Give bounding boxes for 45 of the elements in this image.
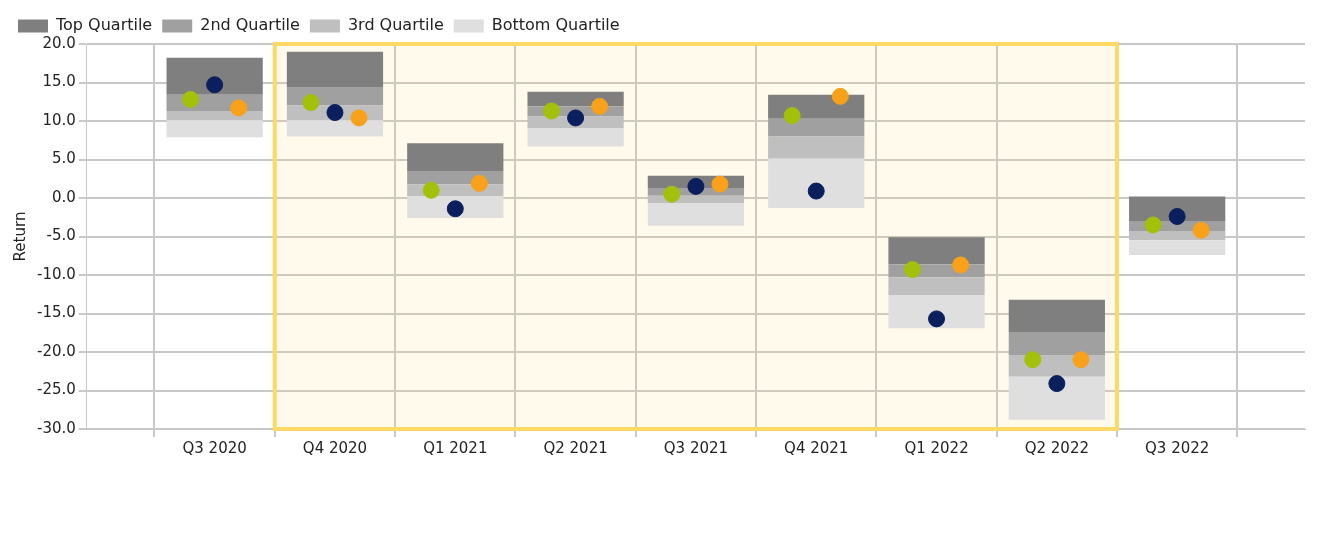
legend-label: Top Quartile xyxy=(55,15,153,35)
y-tick-label: -20.0 xyxy=(37,341,76,360)
bar xyxy=(166,57,263,95)
bar xyxy=(527,127,624,147)
bar xyxy=(166,110,263,121)
y-tick-label: 5.0 xyxy=(51,149,76,168)
bar xyxy=(1008,331,1105,356)
x-tick-label: Q1 2021 xyxy=(423,438,488,457)
legend-label: 2nd Quartile xyxy=(200,15,300,35)
y-tick-label: 20.0 xyxy=(42,33,76,52)
y-tick-label: 10.0 xyxy=(42,110,76,129)
bar xyxy=(286,51,384,88)
y-axis-title: Return xyxy=(10,211,29,262)
y-tick-label: -10.0 xyxy=(37,264,76,283)
bar xyxy=(286,120,384,137)
x-tick-label: Q4 2021 xyxy=(784,438,849,457)
legend-label: 3rd Quartile xyxy=(347,15,444,35)
x-tick-label: Q1 2022 xyxy=(904,438,969,457)
bar xyxy=(647,203,745,226)
y-tick-label: -5.0 xyxy=(46,226,76,245)
y-tick-label: -25.0 xyxy=(37,380,76,399)
bar xyxy=(407,143,504,172)
y-tick-label: -15.0 xyxy=(37,303,76,322)
bar xyxy=(1008,299,1105,332)
x-tick-label: Q3 2021 xyxy=(663,438,729,457)
x-tick-label: Q4 2020 xyxy=(302,438,368,457)
bar xyxy=(768,136,865,159)
y-tick-label: 0.0 xyxy=(51,187,76,206)
x-tick-label: Q3 2022 xyxy=(1145,438,1210,457)
bar xyxy=(888,295,985,329)
bar xyxy=(286,87,384,106)
bar xyxy=(1008,376,1105,420)
bar xyxy=(888,277,985,296)
x-tick-label: Q2 2022 xyxy=(1024,438,1089,457)
y-tick-label: 15.0 xyxy=(42,72,76,91)
y-tick-label: -30.0 xyxy=(37,418,76,437)
x-tick-label: Q3 2020 xyxy=(182,438,247,457)
bar xyxy=(768,158,865,209)
bar xyxy=(1129,196,1226,222)
bar xyxy=(768,118,865,137)
legend-label: Bottom Quartile xyxy=(491,15,620,35)
x-tick-label: Q2 2021 xyxy=(543,438,608,457)
bar xyxy=(166,120,263,138)
bar xyxy=(1129,240,1226,255)
bar xyxy=(888,237,985,265)
